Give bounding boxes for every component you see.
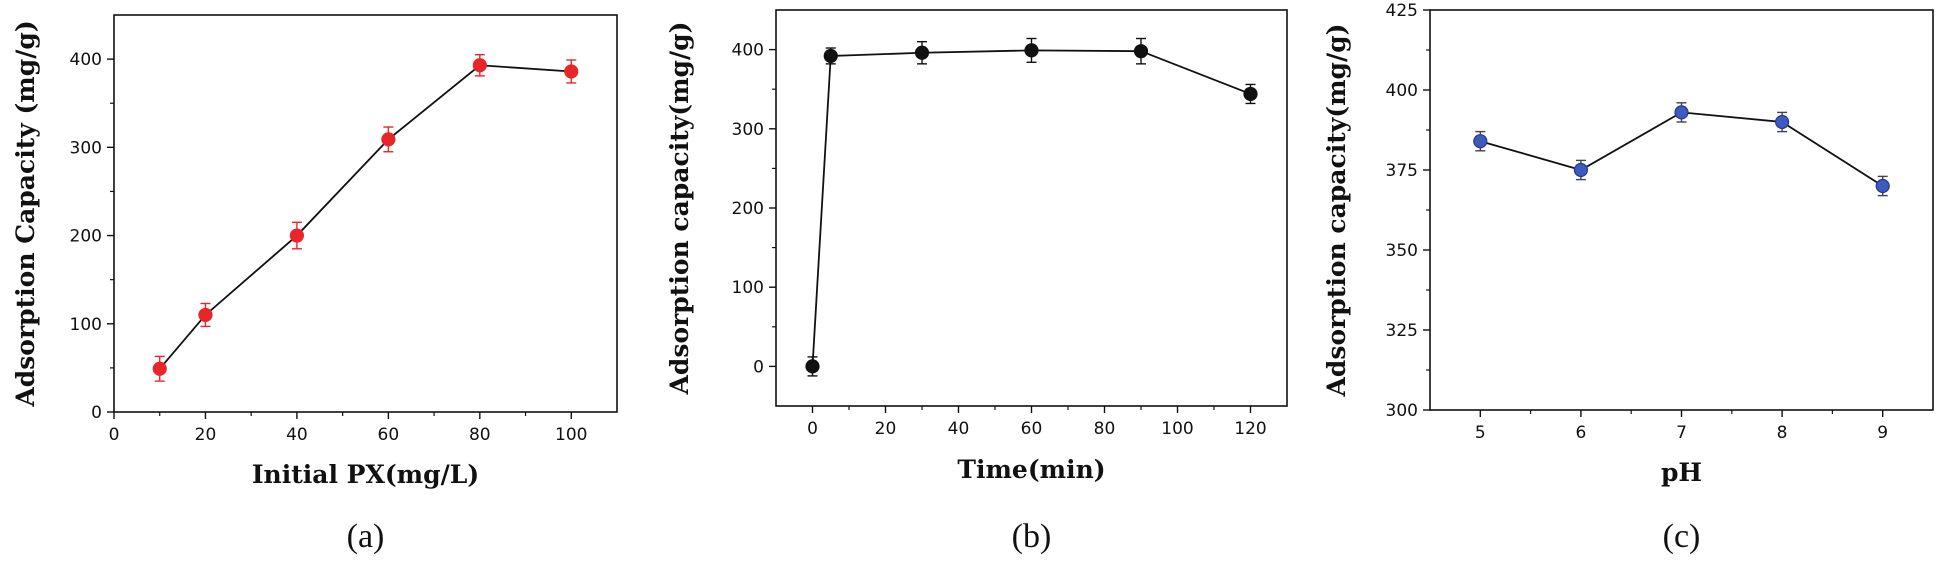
y-tick-label: 325	[1386, 321, 1418, 341]
plot-frame	[113, 14, 618, 413]
x-tick-label: 9	[1877, 423, 1888, 443]
chart-panel-2: 0 20 40 60 80 100 120 0 100 200 300 400 Time(min) Ads…	[665, 9, 1288, 555]
x-tick-label: 100	[555, 425, 587, 445]
chart-panel-3: 5 6 7 8 9 300 325 350 375 400 425 pH Adsorption capa…	[1322, 1, 1934, 555]
y-tick-label: 425	[1386, 1, 1418, 21]
x-tick-label: 8	[1777, 423, 1788, 443]
y-tick-label: 400	[732, 41, 764, 61]
data-point	[381, 132, 396, 147]
data-point	[152, 361, 167, 376]
y-tick-label: 0	[753, 357, 764, 377]
data-point	[1473, 134, 1488, 149]
x-tick-label: 80	[1094, 419, 1116, 439]
data-point	[805, 359, 820, 374]
data-point	[289, 228, 305, 243]
x-tick-label: 80	[469, 425, 491, 445]
x-tick-label: 0	[109, 425, 120, 445]
data-point	[564, 64, 579, 79]
data-point	[1133, 44, 1149, 59]
plot-frame	[1429, 9, 1934, 411]
data-point	[1243, 86, 1258, 102]
series-line	[811, 49, 1251, 367]
y-tick-label: 200	[70, 227, 102, 247]
x-tick-label: 0	[807, 419, 818, 439]
y-tick-label: 350	[1386, 241, 1418, 261]
data-point	[1674, 105, 1689, 120]
x-tick-label: 60	[378, 425, 400, 445]
x-tick-label: 7	[1676, 423, 1687, 443]
y-tick-label: 300	[70, 138, 102, 158]
panel-label: (b)	[1012, 518, 1052, 555]
y-tick-label: 300	[1386, 401, 1418, 421]
series-line	[1480, 111, 1884, 187]
plot-frame	[775, 9, 1288, 407]
data-point	[1774, 114, 1790, 130]
x-tick-label: 5	[1475, 423, 1486, 443]
x-tick-label: 6	[1575, 423, 1586, 443]
data-point	[1573, 162, 1589, 178]
data-point	[1875, 178, 1890, 194]
x-tick-label: 120	[1234, 419, 1266, 439]
y-axis-title: Adsorption capacity(mg/g)	[665, 22, 694, 396]
panel-label: (a)	[347, 518, 385, 555]
y-axis-title: Adsorption Capacity (mg/g)	[11, 20, 40, 407]
x-tick-label: 20	[195, 425, 217, 445]
x-axis-title: Time(min)	[957, 455, 1105, 484]
data-point	[823, 48, 838, 64]
x-tick-label: 60	[1021, 419, 1043, 439]
y-tick-label: 0	[91, 403, 102, 423]
series-line	[159, 64, 572, 370]
data-point	[198, 307, 213, 323]
y-tick-label: 100	[732, 278, 764, 298]
y-tick-label: 400	[70, 50, 102, 70]
panel-label: (c)	[1663, 518, 1701, 555]
x-tick-label: 20	[875, 419, 897, 439]
y-tick-label: 400	[1386, 81, 1418, 101]
y-tick-label: 200	[732, 199, 764, 219]
x-tick-label: 40	[948, 419, 970, 439]
y-tick-label: 100	[70, 315, 102, 335]
y-tick-label: 300	[732, 120, 764, 140]
chart-panel-1: 0 20 40 60 80 100 0 100 200 300 400 Initial PX(mg/L…	[11, 14, 618, 555]
x-axis-title: Initial PX(mg/L)	[252, 460, 479, 489]
data-point	[914, 45, 930, 60]
data-point	[1024, 43, 1039, 58]
data-point	[472, 58, 487, 73]
x-tick-label: 100	[1161, 419, 1193, 439]
y-axis-title: Adsorption capacity(mg/g)	[1322, 24, 1351, 398]
x-tick-label: 40	[286, 425, 308, 445]
y-tick-label: 375	[1386, 161, 1418, 181]
x-axis-title: pH	[1661, 458, 1702, 487]
